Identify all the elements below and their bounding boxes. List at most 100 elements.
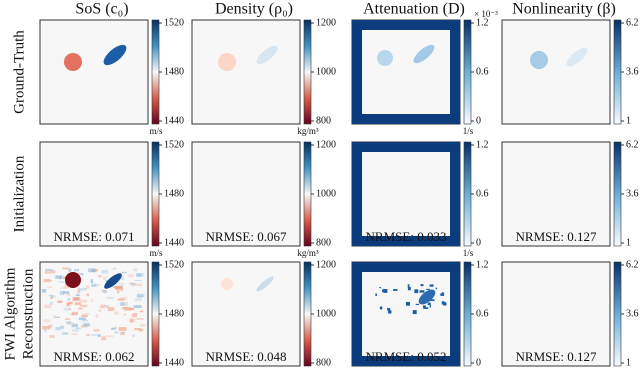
artifact <box>42 325 51 330</box>
artifact <box>47 286 53 288</box>
artifact <box>93 329 100 332</box>
panel <box>191 261 301 367</box>
artifact <box>73 269 79 272</box>
artifact <box>442 291 444 294</box>
colorbar-tick-label: 0.6 <box>476 188 489 199</box>
colorbar-tick-label: 1.2 <box>476 259 489 270</box>
nrmse-label: NRMSE: 0.127 <box>516 229 597 244</box>
artifact <box>77 272 81 275</box>
colorbar <box>151 261 160 367</box>
row-label: Ground-Truth <box>11 30 27 114</box>
colorbar-tick-label: 1200 <box>316 139 336 150</box>
colorbar-unit: kg/m³ <box>297 248 319 258</box>
artifact <box>57 300 62 303</box>
artifact <box>137 273 145 277</box>
artifact <box>123 307 132 311</box>
row-label: Reconstruction <box>20 268 36 359</box>
artifact <box>379 306 383 310</box>
artifact <box>90 299 93 302</box>
artifact <box>388 310 392 314</box>
artifact <box>117 291 120 294</box>
panel <box>39 141 149 247</box>
artifact <box>98 309 102 312</box>
artifact <box>82 320 89 322</box>
artifact <box>134 298 142 301</box>
inclusion <box>104 273 122 289</box>
artifact <box>375 293 377 297</box>
artifact <box>49 301 54 305</box>
colorbar-tick-label: 0.6 <box>476 66 489 77</box>
colorbar-tick-label: 6.2 <box>626 139 639 150</box>
artifact <box>139 324 146 327</box>
artifact <box>429 299 435 302</box>
colorbar-tick-label: 1480 <box>164 308 184 319</box>
artifact <box>129 308 135 310</box>
artifact <box>100 304 106 309</box>
artifact <box>133 268 138 272</box>
artifact <box>62 267 69 270</box>
artifact <box>138 329 144 332</box>
artifact <box>117 298 125 301</box>
artifact <box>107 307 115 312</box>
artifact <box>139 310 144 313</box>
artifact <box>119 331 125 336</box>
artifact <box>105 335 114 338</box>
artifact <box>77 289 81 294</box>
inclusion <box>377 50 393 66</box>
artifact <box>59 291 65 295</box>
artifact <box>81 315 88 317</box>
inclusion <box>218 53 236 71</box>
nrmse-label: NRMSE: 0.048 <box>206 349 287 364</box>
colorbar-tick-label: 6.2 <box>626 259 639 270</box>
colorbar-tick-label: 800 <box>316 357 331 368</box>
colorbar <box>463 141 472 247</box>
colorbar-tick-label: 6.2 <box>626 17 639 28</box>
nrmse-label: NRMSE: 0.033 <box>366 229 447 244</box>
artifact <box>44 271 52 274</box>
artifact <box>112 267 117 270</box>
artifact <box>67 321 71 325</box>
artifact <box>115 288 124 292</box>
artifact <box>48 324 52 329</box>
colorbar-tick-label: 1000 <box>316 66 336 77</box>
artifact <box>123 313 126 316</box>
artifact <box>130 319 134 323</box>
artifact <box>73 297 81 300</box>
panel <box>39 261 149 367</box>
artifact <box>43 319 51 323</box>
artifact <box>135 273 142 277</box>
artifact <box>132 334 135 337</box>
artifact <box>51 270 56 274</box>
artifact <box>134 279 142 282</box>
artifact <box>74 302 82 306</box>
artifact <box>86 293 89 296</box>
colorbar-tick-label: 1440 <box>164 115 184 126</box>
artifact <box>49 335 55 339</box>
artifact <box>114 286 123 289</box>
artifact <box>393 289 398 291</box>
artifact <box>76 327 82 330</box>
artifact <box>429 304 431 308</box>
artifact <box>78 317 87 321</box>
artifact <box>98 334 101 337</box>
artifact <box>44 304 52 309</box>
colorbar-tick-label: 1000 <box>316 308 336 319</box>
artifact <box>69 308 72 311</box>
colorbar-unit: 1/s <box>463 126 474 136</box>
artifact <box>65 318 71 320</box>
artifact <box>66 302 70 307</box>
artifact <box>66 293 71 296</box>
panel <box>501 261 611 367</box>
artifact <box>121 332 126 335</box>
colorbar-tick-label: 800 <box>316 237 331 248</box>
colorbar-tick-label: 1480 <box>164 188 184 199</box>
artifact <box>114 331 119 334</box>
panel-frame <box>352 262 460 366</box>
artifact <box>79 304 88 308</box>
artifact <box>118 283 124 288</box>
artifact <box>412 310 417 315</box>
artifact <box>131 283 135 287</box>
nrmse-label: NRMSE: 0.071 <box>54 229 135 244</box>
artifact <box>63 308 70 311</box>
artifact <box>71 311 78 316</box>
